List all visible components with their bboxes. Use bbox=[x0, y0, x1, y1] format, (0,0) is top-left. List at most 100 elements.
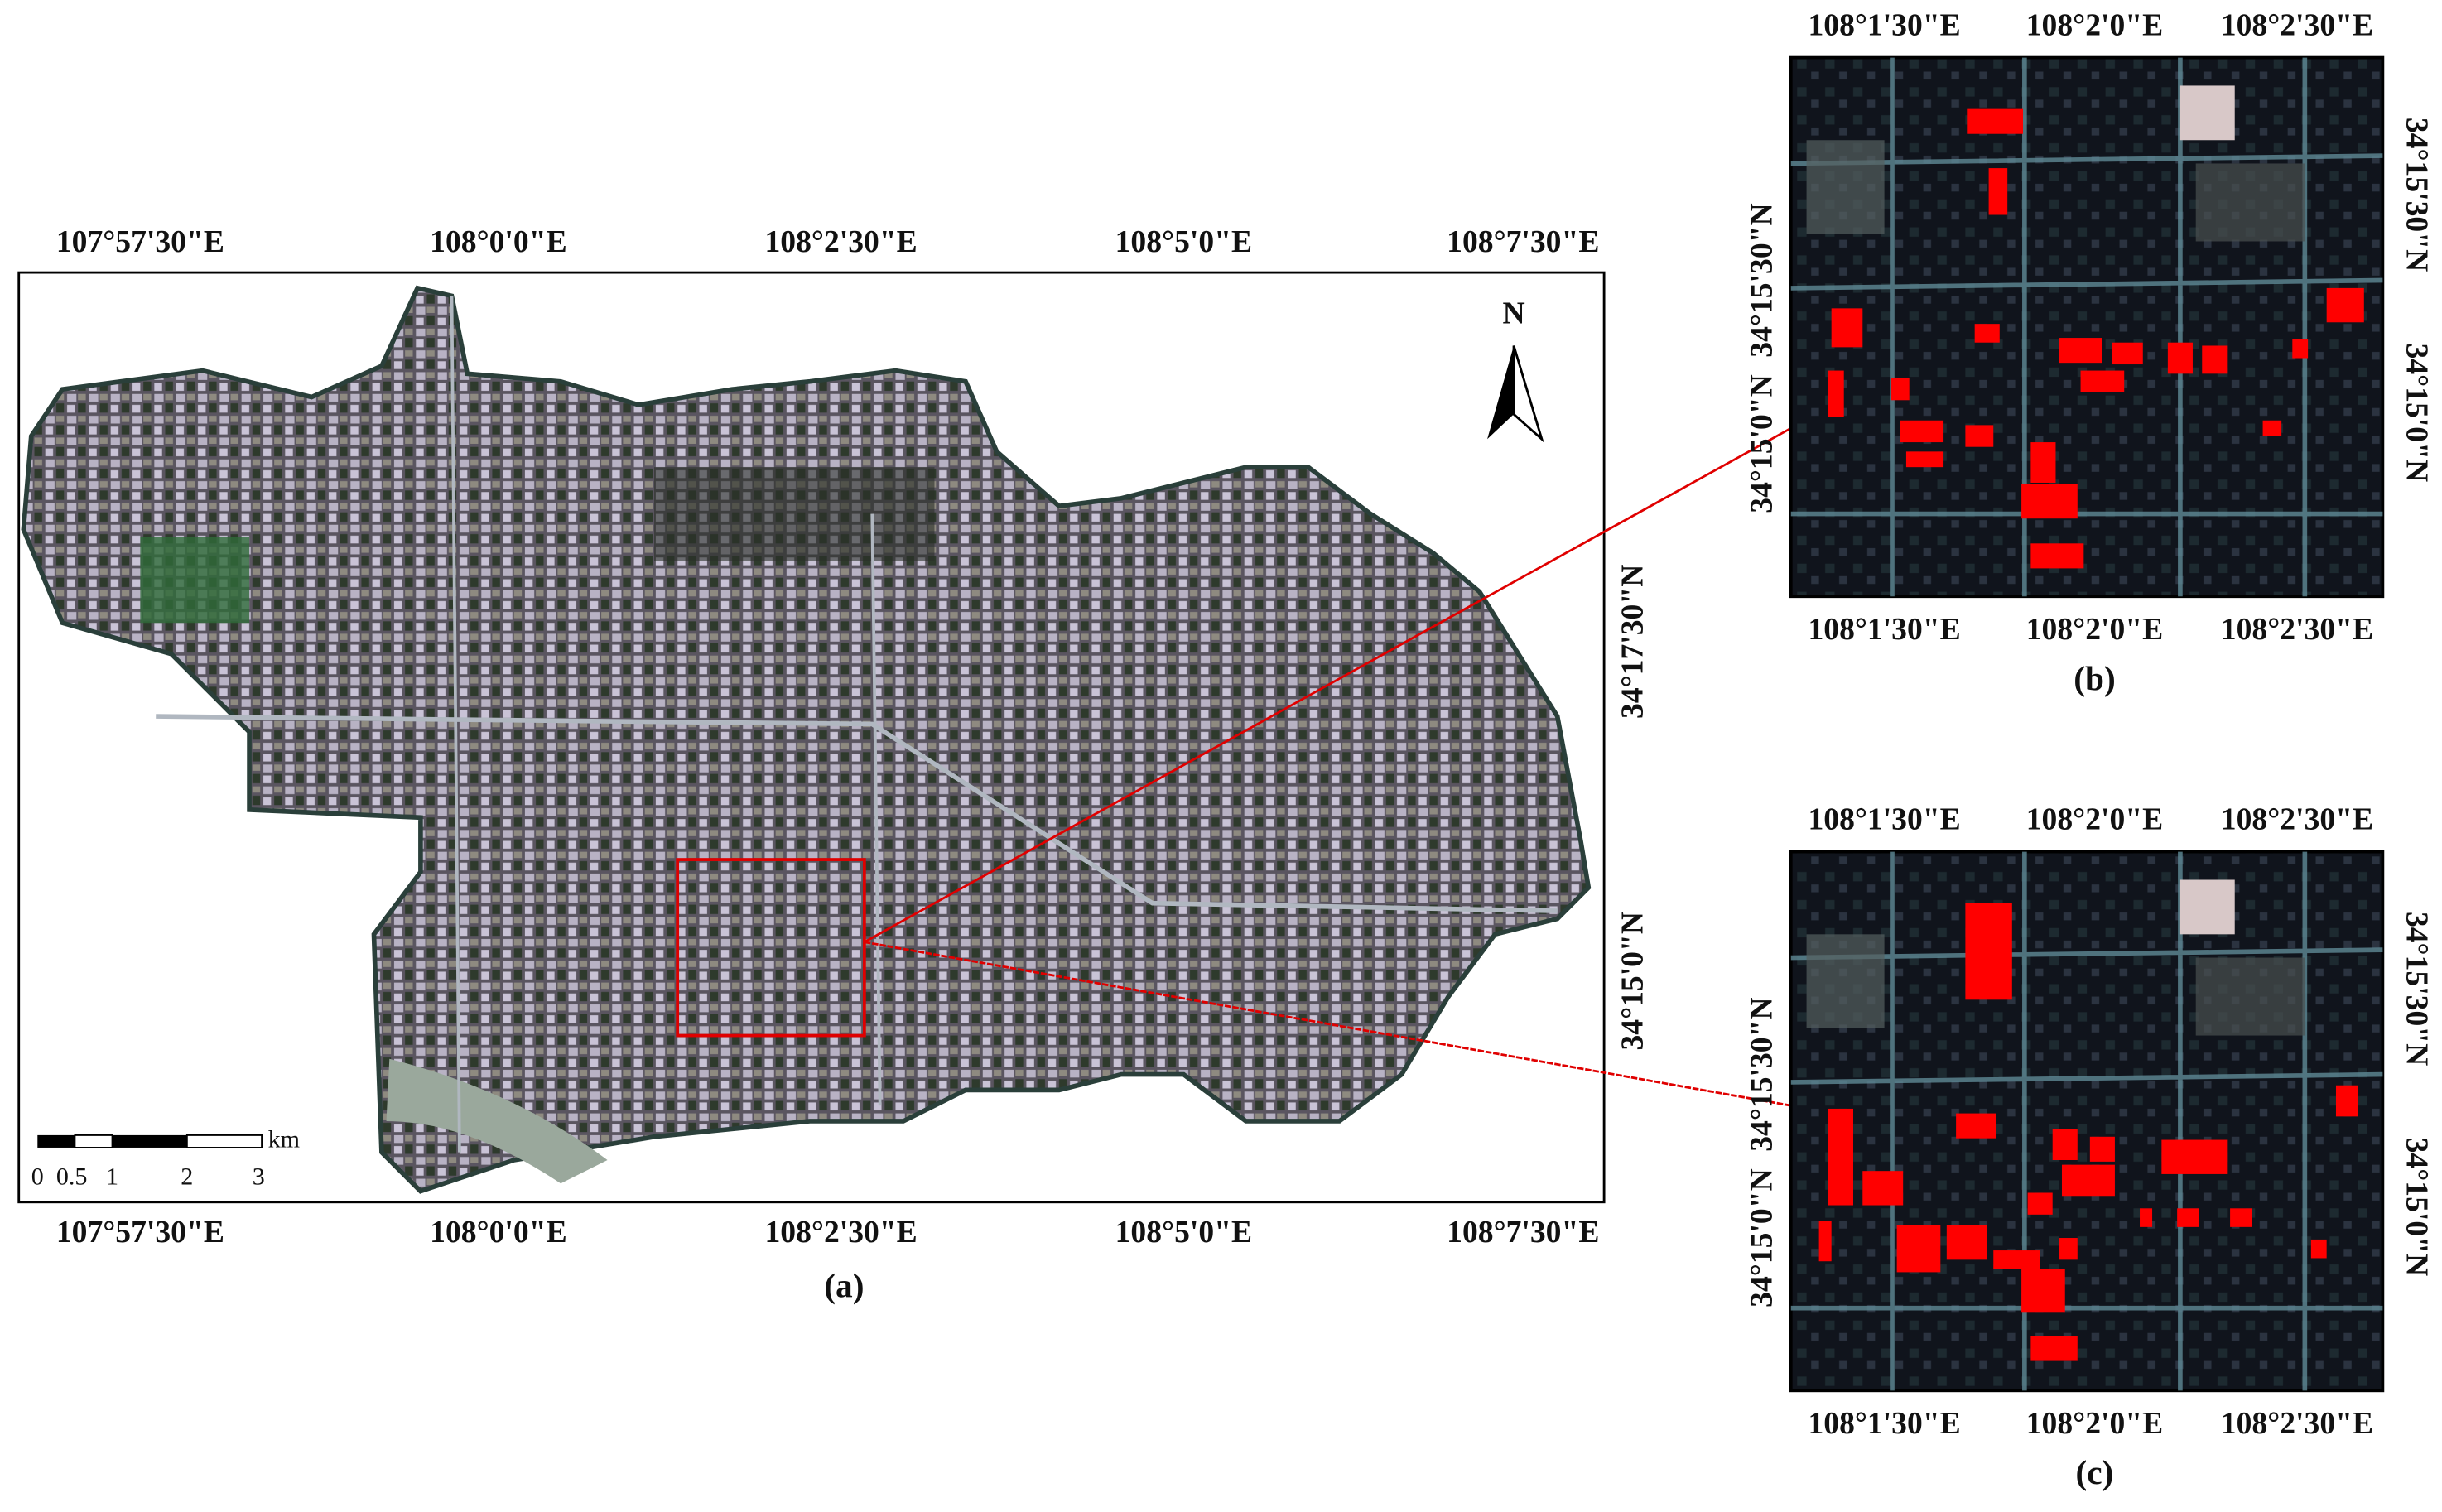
urban-patch bbox=[2195, 163, 2305, 242]
study-area bbox=[21, 285, 1592, 1194]
leader-line bbox=[864, 941, 1792, 1107]
building-label bbox=[1988, 168, 2008, 215]
top-label: 108°2'30"E bbox=[765, 224, 918, 259]
river bbox=[386, 1058, 608, 1184]
caption: (c) bbox=[2076, 1453, 2114, 1492]
left-label: 34°15'30"N bbox=[1744, 997, 1779, 1151]
building-label bbox=[2030, 442, 2056, 483]
bottom-label: 108°1'30"E bbox=[1808, 612, 1960, 647]
building-label bbox=[1831, 308, 1863, 348]
top-label: 108°1'30"E bbox=[1808, 7, 1960, 42]
right-label: 34°15'0"N bbox=[2399, 1138, 2434, 1277]
building-label bbox=[2027, 1192, 2053, 1215]
scale-label: 0.5 bbox=[56, 1162, 88, 1190]
top-label: 108°2'0"E bbox=[2026, 7, 2163, 42]
top-label: 108°7'30"E bbox=[1447, 224, 1599, 259]
right-label: 34°15'0"N bbox=[2399, 344, 2434, 483]
right-label: 34°15'0"N bbox=[1615, 912, 1650, 1051]
building-label bbox=[2161, 1139, 2228, 1174]
building-label bbox=[1974, 324, 2000, 343]
bottom-label: 108°2'0"E bbox=[2026, 1406, 2163, 1441]
building-label bbox=[2230, 1208, 2252, 1227]
bottom-label: 108°2'30"E bbox=[2221, 612, 2373, 647]
building-label bbox=[2262, 420, 2282, 436]
road bbox=[870, 513, 882, 1106]
farmland bbox=[653, 467, 935, 561]
building-label bbox=[2335, 1085, 2358, 1117]
urban-patch bbox=[1806, 140, 1885, 234]
scale-bar bbox=[37, 1134, 75, 1148]
inset-box bbox=[676, 858, 866, 1038]
bottom-label: 108°2'30"E bbox=[765, 1215, 918, 1250]
scale-bar bbox=[185, 1134, 263, 1148]
building-labels bbox=[1828, 108, 2364, 569]
north-arrow bbox=[1512, 345, 1544, 443]
left-label: 34°15'0"N bbox=[1744, 374, 1779, 513]
urban-patch bbox=[1806, 934, 1885, 1028]
building-label bbox=[2030, 543, 2084, 569]
building-label bbox=[2059, 1238, 2078, 1260]
building-label bbox=[1993, 1250, 2040, 1269]
building bbox=[2179, 879, 2235, 935]
building-label bbox=[2202, 345, 2228, 374]
top-label: 108°2'0"E bbox=[2026, 802, 2163, 837]
building-label bbox=[1946, 1225, 1987, 1260]
bottom-label: 108°0'0"E bbox=[430, 1215, 566, 1250]
bottom-label: 108°7'30"E bbox=[1447, 1215, 1599, 1250]
bottom-label: 108°2'30"E bbox=[2221, 1406, 2373, 1441]
top-label: 108°1'30"E bbox=[1808, 802, 1960, 837]
panel-b-labels: 108°1'30"E 108°2'0"E 108°2'30"E 108°1'30"E 1… bbox=[1744, 7, 2434, 647]
building-label bbox=[2052, 1129, 2078, 1160]
scale-unit: km bbox=[268, 1124, 300, 1153]
bottom-label: 108°1'30"E bbox=[1808, 1406, 1960, 1441]
north-label: N bbox=[1502, 296, 1524, 330]
vegetation bbox=[140, 537, 250, 624]
building-label bbox=[2021, 484, 2078, 519]
top-label: 108°5'0"E bbox=[1115, 224, 1252, 259]
building-label bbox=[1965, 425, 1994, 447]
bottom-label: 108°5'0"E bbox=[1115, 1215, 1252, 1250]
building-label bbox=[2292, 339, 2309, 359]
building-label bbox=[1905, 451, 1944, 468]
leader-line bbox=[864, 426, 1792, 943]
building-label bbox=[2140, 1208, 2153, 1227]
building-label bbox=[2080, 370, 2125, 392]
urban-patch bbox=[2195, 957, 2305, 1036]
scale-label: 1 bbox=[106, 1162, 118, 1190]
left-label: 34°15'0"N bbox=[1744, 1168, 1779, 1307]
inset-frame bbox=[1789, 850, 2385, 1393]
roads bbox=[1790, 851, 2383, 1391]
scale-bar bbox=[74, 1134, 113, 1148]
building-label bbox=[1818, 1221, 1832, 1262]
bottom-label: 107°57'30"E bbox=[56, 1215, 224, 1250]
building-label bbox=[2059, 338, 2102, 364]
panel-a-labels: 107°57'30"E 108°0'0"E 108°2'30"E 108°5'0"E 1… bbox=[56, 224, 1650, 1250]
building-label bbox=[2167, 342, 2193, 374]
scale-label: 2 bbox=[181, 1162, 193, 1190]
top-label: 107°57'30"E bbox=[56, 224, 224, 259]
building-label bbox=[1828, 370, 1844, 417]
building-label bbox=[2030, 1336, 2078, 1361]
building-label bbox=[1891, 378, 1910, 401]
building-label bbox=[1965, 903, 2012, 1000]
scale-label: 3 bbox=[253, 1162, 265, 1190]
right-label: 34°17'30"N bbox=[1615, 565, 1650, 719]
inset-frame bbox=[1789, 55, 2385, 599]
building-labels bbox=[1818, 903, 2358, 1361]
top-label: 108°2'30"E bbox=[2221, 7, 2373, 42]
right-label: 34°15'30"N bbox=[2399, 912, 2434, 1066]
building-label bbox=[2310, 1239, 2327, 1259]
building-label bbox=[2021, 1269, 2065, 1313]
building-label bbox=[2326, 287, 2364, 323]
roads bbox=[1790, 57, 2383, 597]
building bbox=[2179, 85, 2235, 141]
building-label bbox=[2061, 1164, 2115, 1197]
building-label bbox=[1862, 1171, 1904, 1206]
panel-c-labels: 108°1'30"E 108°2'0"E 108°2'30"E 108°1'30"E 1… bbox=[1744, 802, 2434, 1442]
building-label bbox=[1967, 108, 2023, 134]
top-label: 108°0'0"E bbox=[430, 224, 566, 259]
top-label: 108°2'30"E bbox=[2221, 802, 2373, 837]
building-label bbox=[1896, 1225, 1941, 1273]
